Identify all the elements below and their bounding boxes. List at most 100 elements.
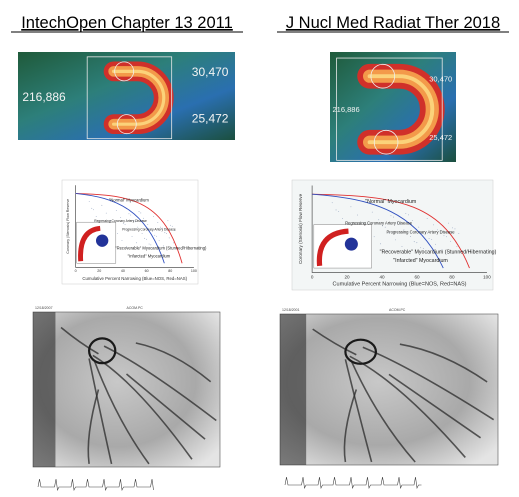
scatter-dot [140,212,142,214]
chart-annotation: "Recoverable" Myocardium (Stunned/Hibern… [115,245,207,250]
chart-annotation: Regressing Coronary Artery Disease [94,219,147,223]
scatter-dot [426,218,428,219]
scatter-dot [154,234,156,236]
scatter-dot [342,218,343,219]
scatter-dot [167,220,169,222]
scatter-dot [363,222,365,224]
scatter-dot [88,201,90,202]
scatter-dot [350,206,352,208]
vessel [312,328,357,356]
x-tick-label: 100 [483,274,491,279]
roi-circle [114,61,135,82]
angio-left-shadow [280,314,307,465]
chart-annotation: "Normal" Myocardium [109,198,149,203]
scatter-dot [416,242,418,244]
vessel [388,373,482,439]
x-tick-label: 60 [145,269,149,273]
angio-frame [279,313,499,466]
vessel [399,343,488,383]
x-tick-label: 20 [345,274,351,279]
scatter-dot [422,248,424,250]
scatter-dot [420,247,422,249]
scatter-dot [168,237,170,239]
scatter-dot [386,250,388,252]
scatter-dot [335,209,337,211]
angio-frame [32,311,221,468]
scatter-dot [390,215,392,217]
myocardium-core [367,74,435,145]
scatter-dot [458,233,460,234]
scatter-dot [433,224,435,226]
scatter-dot [122,222,124,224]
scatter-dot [121,239,123,241]
scatter-dot [110,220,112,222]
scatter-dot [148,243,150,245]
scatter-dot [146,238,147,240]
scatter-dot [411,220,413,221]
scatter-dot [91,207,93,209]
catheter-loop [344,338,378,365]
red-curve [312,193,470,269]
inset-artery [78,225,101,262]
scatter-dot [399,223,401,225]
scatter-dot [424,233,426,234]
roi-box [336,57,443,161]
scatter-dot [413,241,415,243]
roi-circle [116,114,137,135]
blue-curve [312,193,444,269]
scatter-dot [150,244,152,246]
scatter-dot [371,211,373,213]
scatter-dot [456,246,458,247]
vessel [60,326,99,355]
scatter-dot [95,215,97,217]
chart-annotation: "Normal" Myocardium [365,199,417,205]
vessel [344,359,373,463]
scatter-dot [446,236,447,238]
roi-circle [373,129,399,155]
perfusion-scan: 216,886 30,470 25,472 [18,52,235,140]
vessel [103,345,217,422]
scatter-dot [124,224,126,225]
angio-site: ACOM.PC [127,306,144,310]
angiogram: 12/18/2001 ACOM.PC [279,308,499,490]
x-tick-label: 80 [168,269,172,273]
x-axis-label: Cumulative Percent Narrowing (Blue=NOS, … [82,276,187,281]
x-tick-label: 80 [449,274,455,279]
scan-count-label: 216,886 [333,105,360,114]
scatter-dot [144,237,146,239]
scatter-dot [115,209,117,211]
vessel [93,361,150,465]
scatter-dot [393,216,394,218]
vessel [362,346,495,421]
angio-left-shadow [33,312,56,467]
scatter-dot [431,239,433,240]
scatter-dot [125,246,127,248]
scatter-dot [120,217,122,219]
scatter-dot [138,211,140,213]
vessel [88,358,113,465]
red-curve [75,192,183,264]
scatter-dot [454,228,456,230]
inset-lesion [344,237,358,251]
roi-circle [370,63,396,89]
scatter-dot [160,226,161,228]
angio-date: 12/18/2001 [282,308,300,312]
scatter-dot [380,243,382,245]
scatter-dot [408,214,409,216]
x-tick-label: 40 [379,274,385,279]
x-tick-label: 100 [191,269,197,273]
x-tick-label: 0 [311,274,314,279]
scatter-dot [117,233,119,235]
scatter-dot [331,202,333,204]
scatter-dot [403,229,405,231]
axes [75,185,194,268]
scatter-dot [395,239,396,241]
scatter-dot [161,227,163,229]
scatter-dot [378,219,380,221]
roi-box [86,56,173,140]
catheter-loop [88,337,117,365]
scatter-dot [405,213,407,214]
blue-curve [75,192,165,264]
scatter-dot [93,209,94,211]
scatter-dot [134,221,136,223]
